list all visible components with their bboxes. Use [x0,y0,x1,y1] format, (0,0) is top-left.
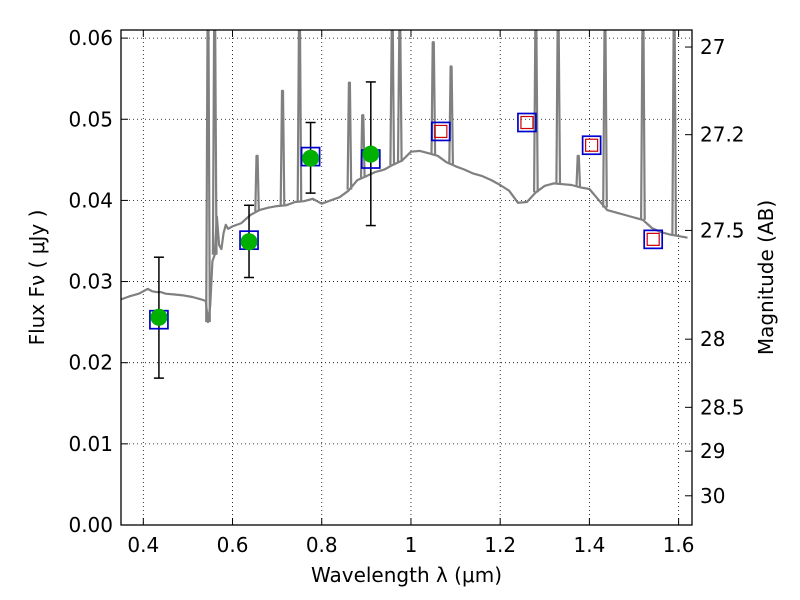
y-tick-label: 0.05 [68,107,113,131]
y2-tick-label: 28.5 [700,395,745,419]
emission-line-spike [533,30,539,193]
upper-limit-square [520,115,534,130]
emission-line-spike [448,65,454,165]
y2-axis-label: Magnitude (AB) [754,200,778,355]
model-photometry-square [517,112,537,133]
emission-line-spike [254,154,260,212]
grid-layer [121,30,692,526]
x-tick-label: 1.6 [663,533,695,557]
observed-flux-point [302,149,320,167]
y2-tick-label: 27.2 [700,123,745,147]
x-tick-label: 1 [405,533,418,557]
ticks-layer: 0.4 0.6 0.8 1 1.2 1.4 1.6 0.00 0.01 0.02 0.03 0.04 0… [68,26,744,557]
emission-line-spike [296,30,303,202]
emission-line-spike [602,30,608,208]
emission-line-spike [279,89,286,206]
emission-line-spike [389,30,396,166]
y-axis-label: Flux Fν ( μJy ) [25,210,49,346]
model-photometry-square [643,229,664,250]
y2-tick-label: 27.5 [700,218,745,242]
emission-line-spike [430,41,437,155]
y-tick-label: 0.06 [68,26,113,50]
emission-line-spike [346,81,353,190]
y-tick-label: 0.01 [68,432,113,456]
y-tick-label: 0.02 [68,351,113,375]
y-tick-label: 0.04 [68,188,113,212]
emission-line-spike [555,30,562,184]
plot-frame [120,29,693,526]
y-tick-label: 0.03 [68,270,113,294]
upper-limit-square [585,138,599,152]
observed-flux-point [362,145,380,163]
emission-line-spike [671,30,677,236]
plot-area [121,30,688,379]
plot-content [121,30,688,379]
model-photometry-square [430,121,451,142]
emission-line-spike [575,154,582,187]
x-axis-label: Wavelength λ (μm) [311,563,502,587]
upper-limit-square [646,232,660,246]
model-photometry-square [581,135,602,156]
emission-line-spike [359,114,366,178]
observed-flux-point [150,308,168,326]
observed-flux-point [240,233,258,251]
x-tick-label: 0.8 [306,533,338,557]
x-tick-label: 0.4 [127,533,159,557]
x-tick-label: 1.2 [484,533,516,557]
upper-limit-square [434,124,448,139]
y-tick-label: 0.00 [68,513,113,537]
y2-tick-label: 29 [700,439,725,463]
emission-line-spike [640,30,646,220]
y2-tick-label: 28 [700,327,725,351]
x-tick-label: 1.4 [573,533,605,557]
emission-line-spike [211,30,218,255]
y2-tick-label: 30 [700,484,725,508]
emission-line-spike [205,30,211,323]
y2-tick-label: 27 [700,35,725,59]
x-tick-label: 0.6 [217,533,249,557]
emission-line-spike [396,30,403,162]
